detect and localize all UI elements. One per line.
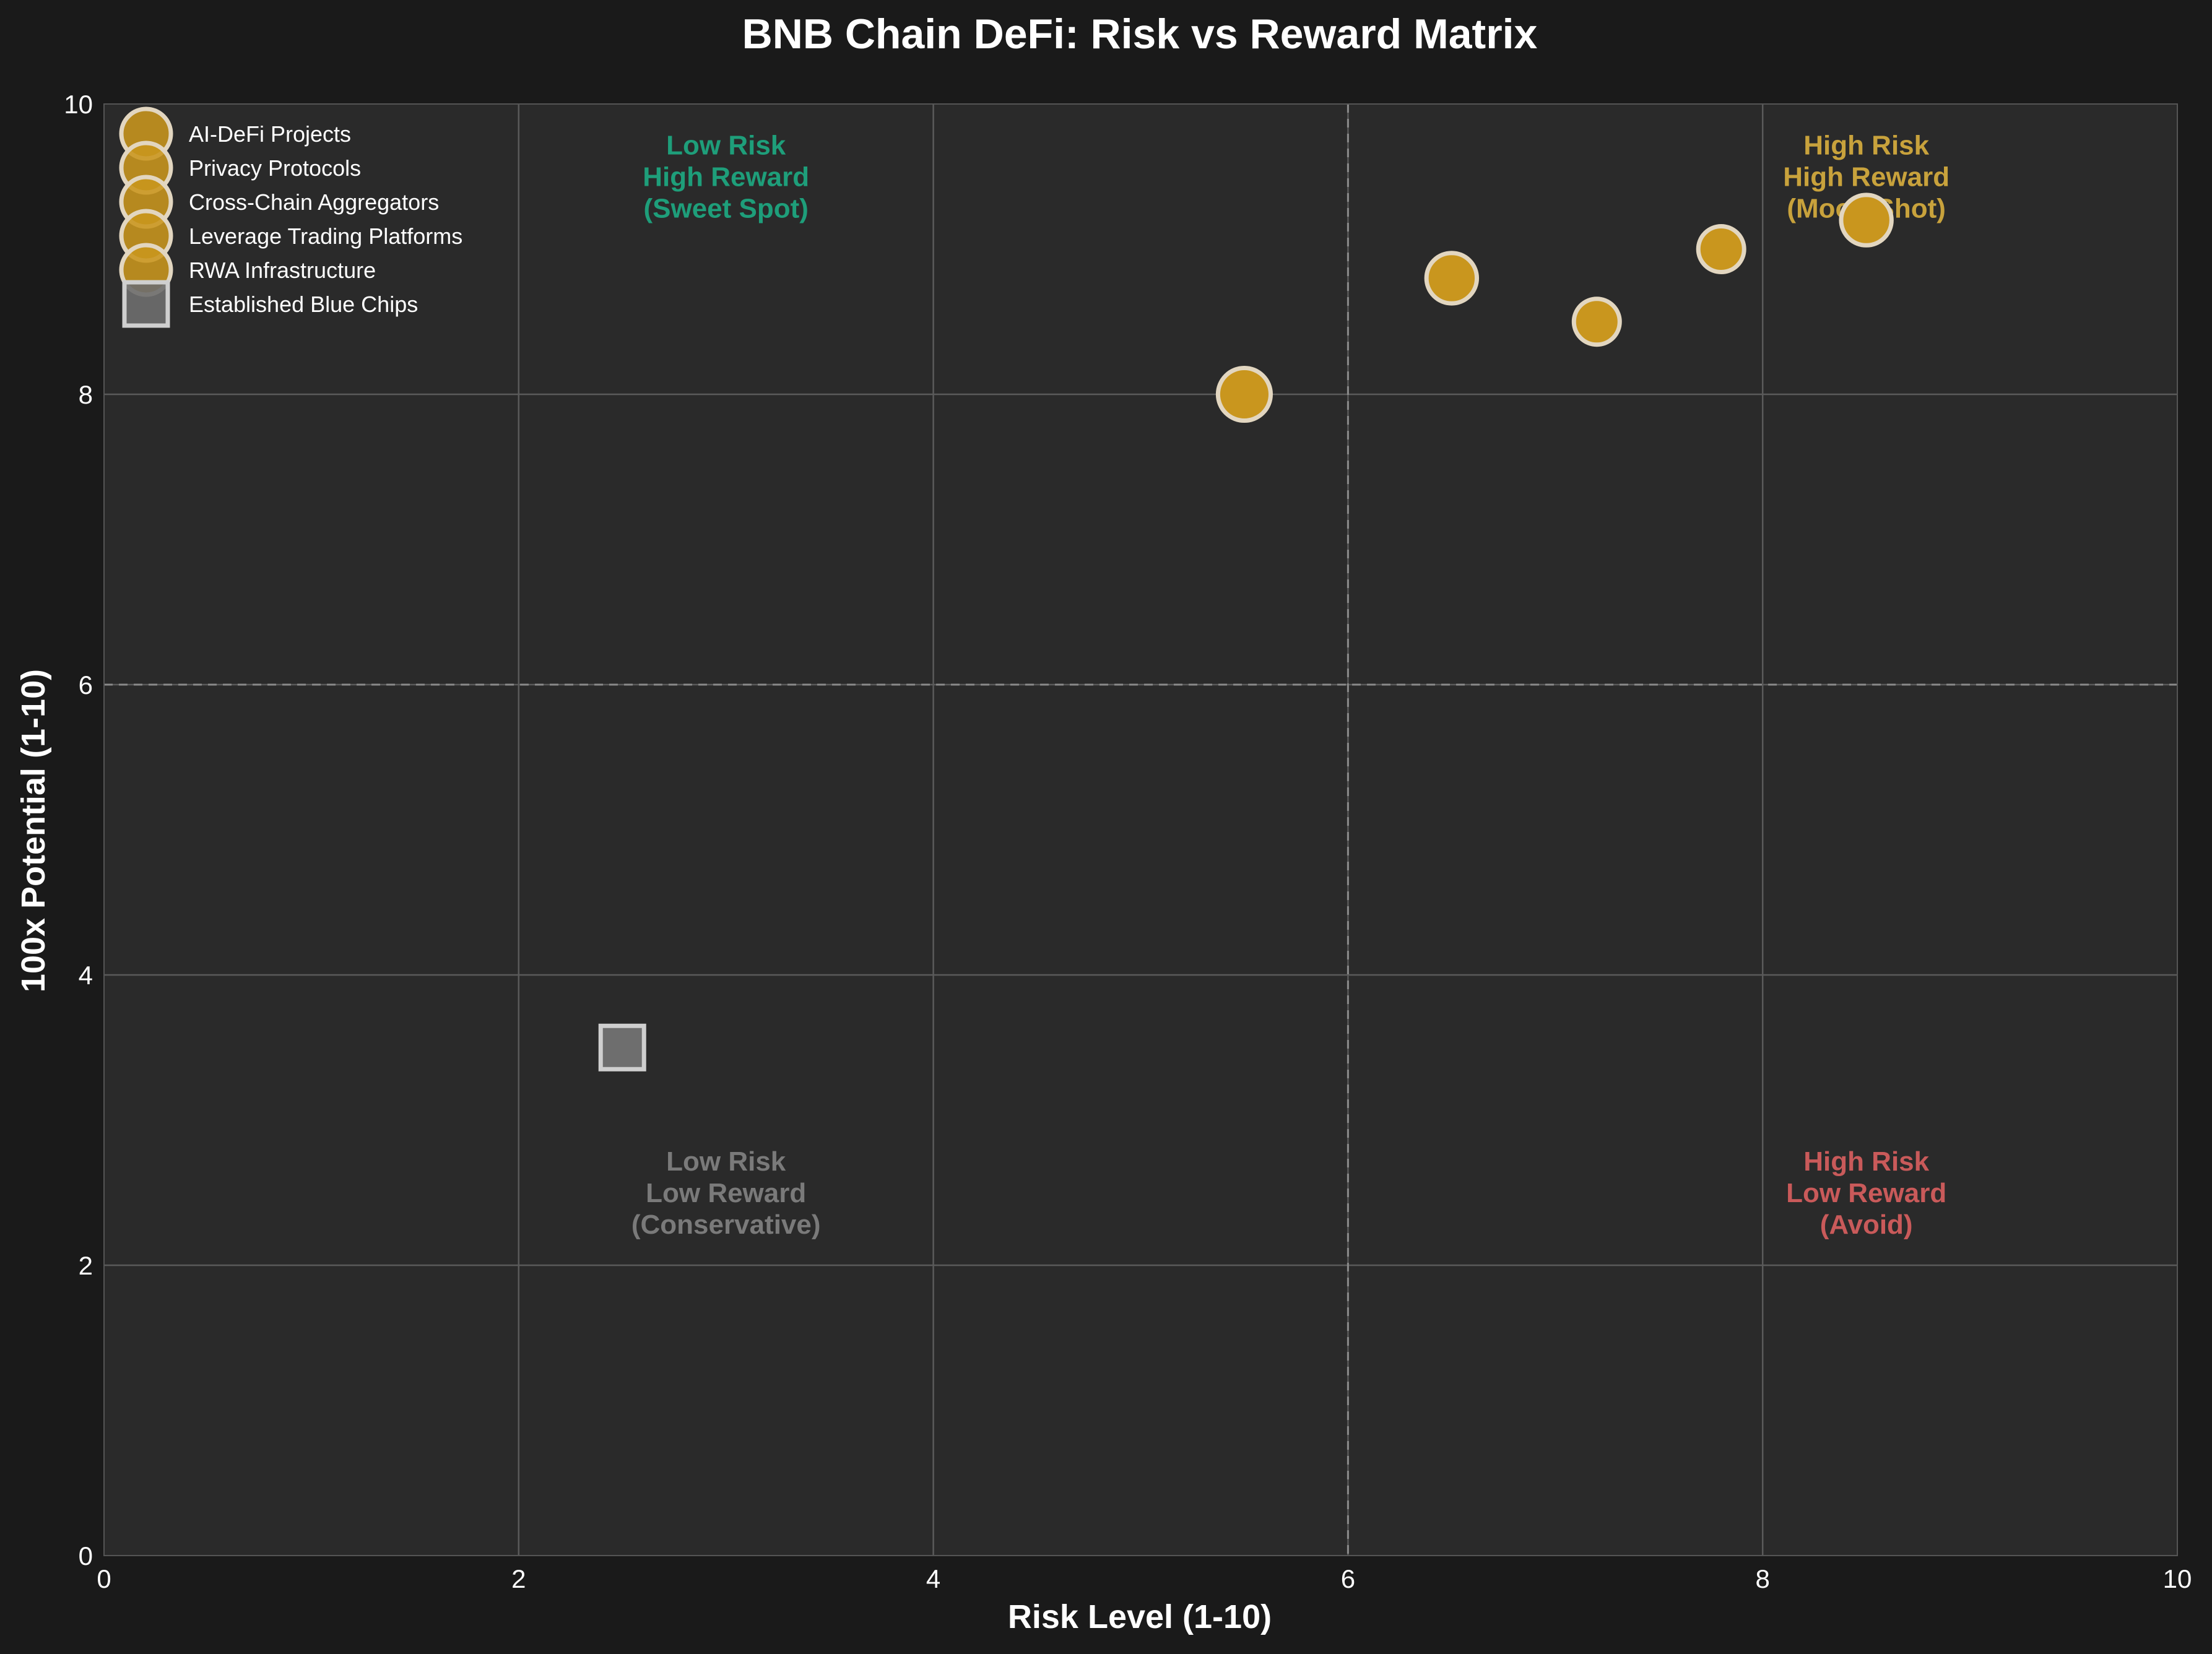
plot-area [104,104,2177,1556]
data-point [1696,224,1746,274]
x-tick-label: 0 [97,1564,111,1593]
x-tick-label: 2 [511,1564,526,1593]
quadrant-label-line: Low Risk [666,130,786,160]
x-axis-label: Risk Level (1-10) [1008,1598,1272,1635]
quadrant-label-line: High Reward [1783,162,1950,192]
x-tick-label: 6 [1341,1564,1355,1593]
data-point [1571,297,1622,347]
y-tick-label: 6 [79,670,93,699]
x-tick-label: 8 [1756,1564,1770,1593]
quadrant-label-line: High Risk [1803,130,1929,160]
y-tick-label: 4 [79,961,93,990]
legend: AI-DeFi Projects Privacy Protocols Cross-C… [119,106,462,328]
y-tick-label: 10 [64,90,93,119]
quadrant-label-line: Low Reward [1786,1178,1946,1208]
chart-title: BNB Chain DeFi: Risk vs Reward Matrix [742,11,1538,58]
data-points [598,193,1894,1072]
legend-marker [122,280,170,328]
quadrant-label-line: High Reward [643,162,809,192]
x-tick-labels: 0 2 4 6 8 10 [97,1564,2192,1593]
x-tick-label: 10 [2163,1564,2192,1593]
data-point [1215,365,1273,423]
data-point-square [598,1023,646,1072]
quadrant-label-line: High Risk [1803,1146,1929,1177]
y-axis-label: 100x Potential (1-10) [15,669,52,992]
legend-label: Established Blue Chips [189,292,418,317]
reference-lines [104,104,2177,1556]
legend-label: Leverage Trading Platforms [189,223,462,249]
quadrant-label-line: (Sweet Spot) [643,193,808,223]
y-tick-label: 2 [79,1251,93,1280]
y-tick-label: 8 [79,380,93,409]
legend-label: AI-DeFi Projects [189,121,351,147]
quadrant-label-line: Low Reward [646,1178,806,1208]
legend-entry: Cross-Chain Aggregators [119,175,439,229]
quadrant-label-line: (Avoid) [1820,1210,1913,1240]
quadrant-label-line: (Conservative) [631,1210,821,1240]
data-point [1424,251,1480,306]
quadrant-label-line: Low Risk [666,1146,786,1177]
legend-label: Privacy Protocols [189,155,361,181]
y-tick-labels: 0 2 4 6 8 10 [64,90,93,1570]
legend-entry: Established Blue Chips [122,280,418,328]
legend-label: RWA Infrastructure [189,258,376,283]
plot-frame [103,103,2178,1556]
legend-label: Cross-Chain Aggregators [189,189,439,215]
y-tick-label: 0 [79,1541,93,1570]
x-tick-label: 4 [926,1564,940,1593]
data-point [1839,193,1894,248]
